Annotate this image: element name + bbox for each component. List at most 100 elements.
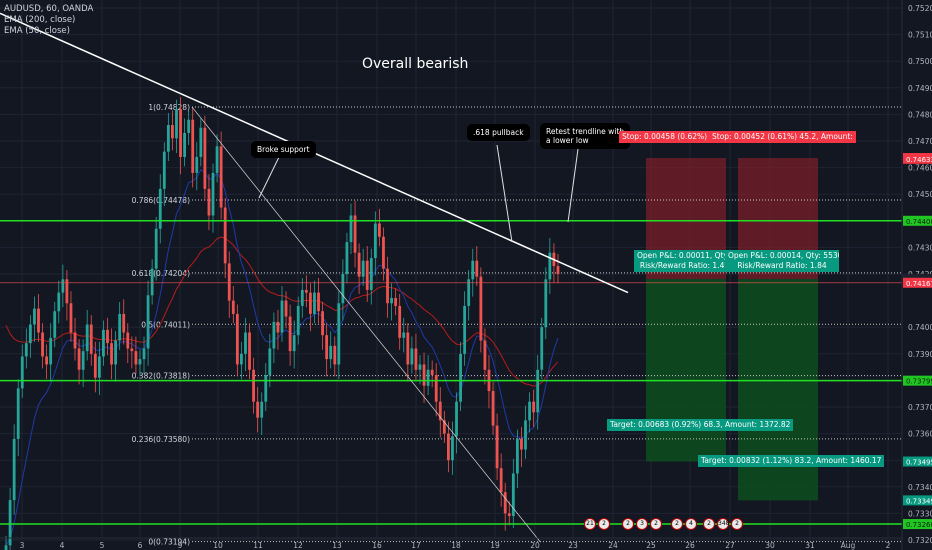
candle-body: [138, 359, 142, 365]
candle-body: [507, 513, 511, 517]
fib-label: 0(0.73194): [148, 538, 190, 547]
candle-body: [540, 327, 544, 370]
candle-body: [284, 300, 288, 317]
ema200-label[interactable]: EMA (200, close): [4, 15, 76, 25]
candlesticks: [4, 97, 560, 550]
pnl-label-1-line1: Open P&L: 0.00011, Qty: 54: [637, 251, 735, 260]
candle-body: [499, 468, 503, 493]
candle-body: [252, 369, 255, 402]
candle-body: [166, 125, 170, 152]
symbol-label[interactable]: AUDUSD, 60, OANDA: [4, 4, 94, 14]
candle-body: [442, 420, 446, 434]
candle-body: [256, 401, 260, 418]
event-icon[interactable]: 2: [622, 518, 634, 530]
candle-body: [158, 188, 162, 229]
x-tick-label: 31: [805, 541, 815, 550]
x-tick-label: 26: [685, 541, 695, 550]
ema50-label[interactable]: EMA (50, close): [4, 26, 70, 36]
candle-body: [77, 348, 81, 370]
candle-body: [434, 375, 438, 402]
price-label-text: 0.73799: [906, 378, 932, 386]
price-label-text: 0.73260: [906, 521, 932, 529]
candle-body: [556, 266, 560, 274]
price-label-text: 0.74167: [906, 280, 932, 288]
event-icons-group-4: 2 348 2: [703, 518, 743, 530]
price-label-bg: [903, 375, 932, 386]
x-tick-label: 5: [100, 541, 105, 550]
pnl-label-2[interactable]: Open P&L: 0.00014, Qty: 55309 Risk/Rewar…: [725, 250, 839, 272]
candle-body: [57, 292, 61, 312]
event-icon[interactable]: 21: [584, 518, 596, 530]
note-broke-support[interactable]: Broke support: [251, 141, 316, 158]
x-tick-label: 27: [725, 541, 735, 550]
event-icon[interactable]: 348: [717, 518, 729, 530]
price-label-bg: [903, 495, 932, 506]
event-icon[interactable]: 2: [671, 518, 683, 530]
target-label-1[interactable]: Target: 0.00683 (0.92%) 68.3, Amount: 13…: [607, 419, 794, 431]
candle-body: [524, 420, 527, 450]
note-retest[interactable]: Retest trendline with a lower low: [540, 123, 631, 149]
stop-label-1[interactable]: Stop: 0.00458 (0.62%) 45.: [619, 131, 712, 143]
candle-body: [130, 348, 134, 352]
candle-body: [85, 324, 89, 352]
pnl-label-1[interactable]: Open P&L: 0.00011, Qty: 54 Risk/Reward R…: [634, 250, 735, 272]
pnl-label-2-line1: Open P&L: 0.00014, Qty: 55309: [728, 251, 839, 260]
candle-body: [187, 119, 191, 134]
candle-body: [33, 308, 36, 325]
target-label-2[interactable]: Target: 0.00832 (1.12%) 83.2, Amount: 14…: [698, 455, 885, 467]
stop-label-2[interactable]: Stop: 0.00452 (0.61%) 45.2, Amount: 750: [709, 131, 856, 143]
price-label-bg: [903, 456, 932, 467]
candle-body: [337, 303, 341, 365]
event-icon[interactable]: 2: [731, 518, 743, 530]
candle-body: [544, 279, 548, 328]
candle-body: [511, 473, 515, 517]
candle-body: [61, 279, 65, 293]
event-icon[interactable]: 4: [685, 518, 697, 530]
candle-body: [357, 252, 361, 277]
candle-body: [438, 401, 442, 421]
candle-body: [235, 313, 239, 365]
candle-body: [455, 401, 458, 437]
candle-body: [341, 274, 345, 304]
candle-body: [175, 109, 178, 139]
chart-title: Overall bearish: [362, 56, 469, 72]
candle-body: [503, 492, 507, 514]
candle-body: [89, 324, 93, 354]
pointer-pullback: [496, 144, 513, 243]
candle-body: [272, 321, 276, 349]
candle-body: [410, 348, 414, 365]
candle-body: [16, 388, 20, 439]
event-icon[interactable]: 3: [636, 518, 648, 530]
note-pullback[interactable]: .618 pullback: [467, 124, 530, 141]
candle-body: [520, 438, 523, 450]
x-tick-label: 10: [213, 541, 223, 550]
event-icons-group-2: 2 3 2: [622, 518, 662, 530]
x-tick-label: 25: [646, 541, 656, 550]
candle-body: [495, 425, 499, 469]
candle-body: [183, 133, 186, 157]
candle-body: [451, 436, 454, 461]
price-label-bg: [903, 153, 932, 164]
candle-body: [515, 438, 519, 474]
pointer-broke-support: [258, 154, 281, 199]
event-icon[interactable]: 2: [598, 518, 610, 530]
x-tick-label: 16: [372, 541, 382, 550]
candle-body: [532, 401, 536, 413]
candle-body: [288, 316, 292, 352]
event-icon[interactable]: 2: [703, 518, 715, 530]
candle-body: [321, 311, 324, 336]
candle-body: [390, 297, 393, 304]
candle-body: [231, 300, 235, 314]
candle-body: [207, 188, 211, 216]
x-tick-label: Aug: [841, 541, 856, 550]
candle-body: [248, 332, 251, 370]
event-icon[interactable]: 2: [650, 518, 662, 530]
candle-body: [219, 146, 223, 208]
candle-body: [93, 353, 97, 378]
